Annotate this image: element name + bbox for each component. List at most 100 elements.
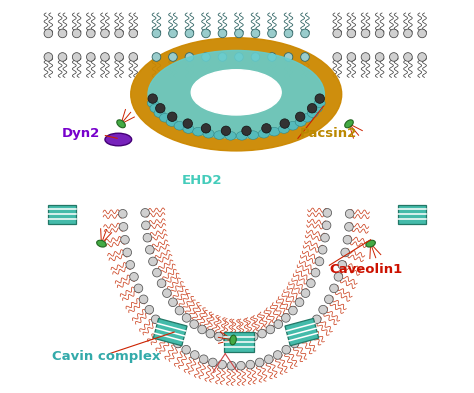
Circle shape (129, 29, 137, 38)
Ellipse shape (302, 114, 313, 122)
Circle shape (100, 29, 109, 38)
Circle shape (345, 222, 353, 231)
Bar (48, 205, 76, 224)
Circle shape (343, 235, 352, 244)
Ellipse shape (160, 114, 171, 122)
Circle shape (152, 53, 161, 61)
Circle shape (418, 29, 427, 38)
Circle shape (295, 112, 305, 121)
Circle shape (73, 53, 81, 61)
Circle shape (338, 261, 346, 269)
Circle shape (185, 29, 194, 38)
Ellipse shape (105, 133, 132, 146)
Ellipse shape (311, 104, 322, 113)
Circle shape (301, 53, 310, 61)
Circle shape (290, 339, 299, 348)
Ellipse shape (147, 99, 158, 108)
Circle shape (390, 29, 398, 38)
Circle shape (323, 209, 332, 217)
Circle shape (206, 329, 215, 338)
Circle shape (145, 305, 154, 314)
Circle shape (115, 29, 123, 38)
Circle shape (201, 53, 210, 61)
Circle shape (44, 53, 53, 61)
Circle shape (280, 119, 290, 128)
Ellipse shape (366, 240, 375, 247)
Ellipse shape (183, 125, 194, 133)
Circle shape (333, 29, 342, 38)
Circle shape (148, 94, 157, 103)
Circle shape (201, 29, 210, 38)
Circle shape (126, 261, 135, 269)
Circle shape (218, 360, 227, 369)
Circle shape (329, 284, 338, 293)
Circle shape (146, 246, 154, 254)
Ellipse shape (148, 50, 324, 138)
Circle shape (295, 298, 304, 307)
Bar (224, 332, 254, 352)
Circle shape (200, 355, 208, 364)
Circle shape (347, 53, 356, 61)
Ellipse shape (191, 70, 281, 115)
Circle shape (268, 53, 276, 61)
Circle shape (325, 295, 333, 304)
Circle shape (237, 362, 245, 370)
Circle shape (404, 29, 412, 38)
Circle shape (273, 351, 282, 359)
Circle shape (223, 334, 232, 343)
Circle shape (169, 298, 177, 307)
Circle shape (246, 360, 255, 369)
Circle shape (130, 272, 138, 281)
Circle shape (115, 53, 123, 61)
Ellipse shape (247, 131, 258, 140)
Ellipse shape (258, 129, 269, 138)
Circle shape (163, 289, 171, 298)
Circle shape (249, 332, 258, 341)
Circle shape (191, 351, 199, 359)
Circle shape (134, 284, 143, 293)
Ellipse shape (97, 240, 106, 247)
Circle shape (274, 320, 283, 329)
Circle shape (235, 53, 243, 61)
Circle shape (139, 295, 148, 304)
Ellipse shape (154, 109, 165, 118)
Circle shape (404, 53, 412, 61)
Circle shape (227, 362, 236, 370)
Ellipse shape (214, 131, 225, 140)
Ellipse shape (295, 118, 306, 126)
Circle shape (341, 248, 349, 257)
Circle shape (143, 233, 152, 242)
Circle shape (166, 332, 174, 341)
Circle shape (333, 53, 342, 61)
Circle shape (153, 268, 161, 277)
Circle shape (242, 126, 251, 136)
Bar (398, 205, 426, 224)
Ellipse shape (166, 118, 177, 126)
Bar (153, 318, 187, 346)
Circle shape (307, 103, 317, 113)
Circle shape (298, 332, 307, 341)
Circle shape (251, 53, 260, 61)
Text: Pacsin2: Pacsin2 (300, 127, 357, 140)
Circle shape (209, 358, 217, 367)
Circle shape (346, 209, 354, 218)
Circle shape (390, 53, 398, 61)
Ellipse shape (150, 104, 161, 113)
Circle shape (235, 29, 243, 38)
Ellipse shape (225, 132, 236, 140)
Circle shape (307, 279, 315, 288)
Circle shape (182, 345, 191, 354)
Circle shape (361, 29, 370, 38)
Circle shape (142, 221, 150, 230)
Circle shape (268, 29, 276, 38)
Circle shape (129, 53, 137, 61)
Circle shape (185, 53, 194, 61)
Ellipse shape (278, 125, 290, 133)
Circle shape (198, 325, 206, 334)
Circle shape (157, 279, 166, 288)
Circle shape (289, 306, 297, 315)
Circle shape (284, 29, 293, 38)
Circle shape (375, 29, 384, 38)
Circle shape (169, 29, 177, 38)
Circle shape (266, 325, 274, 334)
